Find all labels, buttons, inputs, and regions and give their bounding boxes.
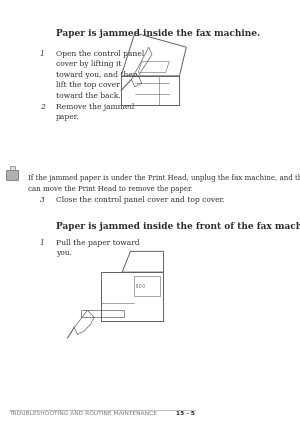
Text: 15 - 5: 15 - 5 <box>176 411 195 416</box>
Text: 2: 2 <box>40 103 45 111</box>
Bar <box>10 166 15 170</box>
Text: TROUBLESHOOTING AND ROUTINE MAINTENANCE: TROUBLESHOOTING AND ROUTINE MAINTENANCE <box>10 411 158 416</box>
Text: Pull the paper toward
you.: Pull the paper toward you. <box>56 239 140 257</box>
Text: 1: 1 <box>40 50 45 58</box>
Text: 1: 1 <box>40 239 45 246</box>
Bar <box>6 170 17 180</box>
Text: Paper is jammed inside the fax machine.: Paper is jammed inside the fax machine. <box>56 29 260 38</box>
Text: Remove the jammed
paper.: Remove the jammed paper. <box>56 103 134 121</box>
Text: Close the control panel cover and top cover.: Close the control panel cover and top co… <box>56 196 224 204</box>
Text: Paper is jammed inside the front of the fax machine.: Paper is jammed inside the front of the … <box>56 222 300 231</box>
Text: Open the control panel
cover by lifting it
toward you, and then
lift the top cov: Open the control panel cover by lifting … <box>56 50 144 99</box>
Text: 3: 3 <box>40 196 45 204</box>
Text: If the jammed paper is under the Print Head, unplug the fax machine, and then yo: If the jammed paper is under the Print H… <box>28 175 300 193</box>
